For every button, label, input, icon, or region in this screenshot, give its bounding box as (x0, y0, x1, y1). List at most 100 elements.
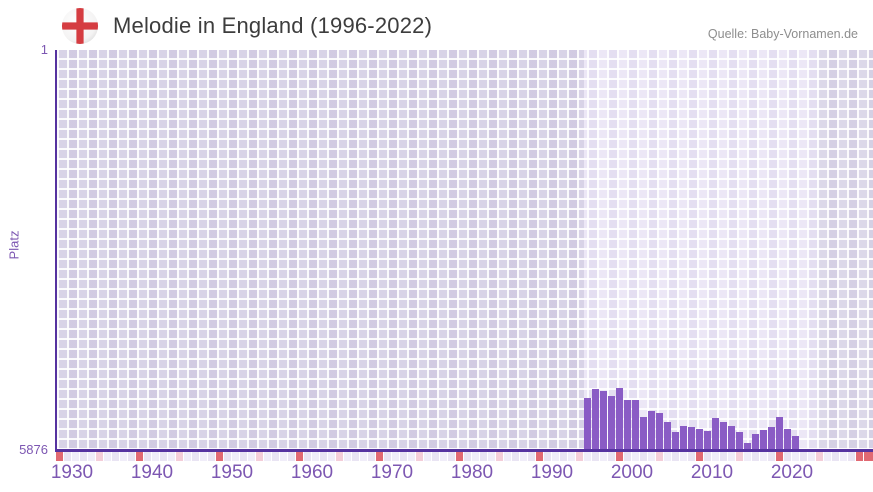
year-strip-cell (192, 452, 199, 461)
source-attribution: Quelle: Baby-Vornamen.de (707, 27, 858, 41)
year-strip-cell (360, 452, 367, 461)
bar-2008[interactable] (680, 426, 687, 450)
bar-2022[interactable] (792, 436, 799, 450)
year-strip-cell (840, 452, 847, 461)
year-strip-cell (264, 452, 271, 461)
year-strip-cell (272, 452, 279, 461)
year-strip-cell (320, 452, 327, 461)
y-axis-title: Platz (6, 230, 22, 260)
bar-2019[interactable] (768, 427, 775, 450)
england-flag-icon (61, 7, 99, 45)
y-axis-line (55, 50, 57, 451)
year-strip-cell (104, 452, 111, 461)
bar-2009[interactable] (688, 427, 695, 450)
bar-2020[interactable] (776, 417, 783, 450)
year-strip-cell (440, 452, 447, 461)
year-strip-cell (136, 452, 143, 461)
y-axis-min-label: 5876 (19, 442, 48, 457)
year-strip-cell (648, 452, 655, 461)
year-strip-cell (160, 452, 167, 461)
year-strip-cell (848, 452, 855, 461)
bar-1996[interactable] (584, 398, 591, 450)
year-strip-cell (456, 452, 463, 461)
y-axis-max-label: 1 (40, 42, 48, 57)
year-strip-cell (600, 452, 607, 461)
year-strip-cell (680, 452, 687, 461)
x-tick-2020: 2020 (770, 462, 814, 483)
year-strip-cell (248, 452, 255, 461)
bar-2002[interactable] (632, 400, 639, 450)
year-strip-cell (216, 452, 223, 461)
year-strip-cell (816, 452, 823, 461)
year-strip-cell (592, 452, 599, 461)
bar-2014[interactable] (728, 426, 735, 450)
bar-1999[interactable] (608, 396, 615, 450)
bar-2004[interactable] (648, 411, 655, 450)
x-tick-1940: 1940 (130, 462, 174, 483)
year-strip (0, 452, 873, 461)
year-strip-cell (240, 452, 247, 461)
year-strip-cell (632, 452, 639, 461)
year-strip-cell (88, 452, 95, 461)
bar-2017[interactable] (752, 434, 759, 450)
bar-1998[interactable] (600, 391, 607, 450)
year-strip-cell (616, 452, 623, 461)
plot-area (57, 50, 873, 450)
year-strip-cell (184, 452, 191, 461)
year-strip-cell (384, 452, 391, 461)
bar-2016[interactable] (744, 443, 751, 450)
year-strip-cell (400, 452, 407, 461)
year-strip-cell (72, 452, 79, 461)
year-strip-cell (256, 452, 263, 461)
year-strip-cell (312, 452, 319, 461)
bar-2011[interactable] (704, 431, 711, 450)
year-strip-cell (448, 452, 455, 461)
year-strip-cell (656, 452, 663, 461)
bar-2003[interactable] (640, 417, 647, 450)
year-strip-cell (704, 452, 711, 461)
year-strip-cell (168, 452, 175, 461)
x-tick-1930: 1930 (50, 462, 94, 483)
year-strip-cell (120, 452, 127, 461)
year-strip-cell (432, 452, 439, 461)
bar-1997[interactable] (592, 389, 599, 450)
year-strip-cell (664, 452, 671, 461)
bar-2007[interactable] (672, 432, 679, 450)
year-strip-cell (560, 452, 567, 461)
year-strip-cell (352, 452, 359, 461)
x-tick-1990: 1990 (530, 462, 574, 483)
year-strip-cell (416, 452, 423, 461)
year-strip-cell (328, 452, 335, 461)
year-strip-cell (536, 452, 543, 461)
year-strip-cell (832, 452, 839, 461)
year-strip-cell (544, 452, 551, 461)
year-strip-cell (504, 452, 511, 461)
year-strip-cell (776, 452, 783, 461)
year-strip-cell (408, 452, 415, 461)
bar-2018[interactable] (760, 430, 767, 450)
x-tick-1960: 1960 (290, 462, 334, 483)
year-strip-cell (280, 452, 287, 461)
year-strip-cell (608, 452, 615, 461)
x-axis-ticks: 1930 1940 1950 1960 1970 1980 1990 2000 2010 2020 (0, 462, 873, 488)
x-tick-1950: 1950 (210, 462, 254, 483)
bar-2015[interactable] (736, 432, 743, 450)
year-strip-cell (296, 452, 303, 461)
bar-2021[interactable] (784, 429, 791, 450)
bar-2006[interactable] (664, 422, 671, 450)
year-strip-cell (640, 452, 647, 461)
bar-2000[interactable] (616, 388, 623, 450)
plot-gridlines (57, 50, 873, 450)
bar-2012[interactable] (712, 418, 719, 450)
bar-2010[interactable] (696, 429, 703, 450)
year-strip-cell (96, 452, 103, 461)
year-strip-cell (376, 452, 383, 461)
year-strip-cell (288, 452, 295, 461)
bar-2013[interactable] (720, 422, 727, 450)
bar-2001[interactable] (624, 400, 631, 450)
year-strip-cell (368, 452, 375, 461)
x-tick-1970: 1970 (370, 462, 414, 483)
year-strip-cell (712, 452, 719, 461)
chart-title: Melodie in England (1996-2022) (113, 13, 433, 38)
bar-2005[interactable] (656, 413, 663, 450)
